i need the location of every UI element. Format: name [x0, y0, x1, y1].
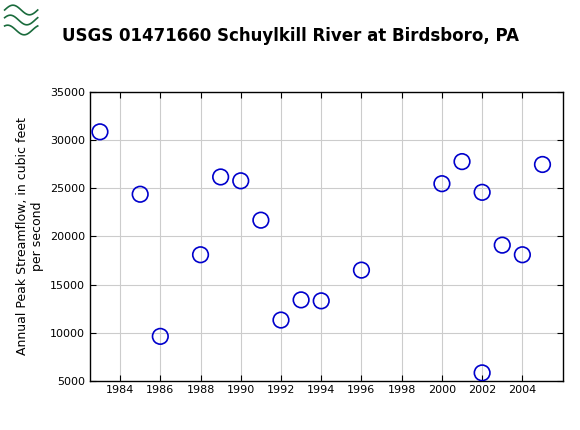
Point [317, 298, 326, 304]
Y-axis label: Annual Peak Streamflow, in cubic feet
per second: Annual Peak Streamflow, in cubic feet pe… [16, 117, 44, 356]
Point [458, 158, 467, 165]
Point [498, 242, 507, 249]
Point [196, 251, 205, 258]
Point [216, 174, 225, 181]
Point [95, 129, 104, 135]
Point [357, 267, 366, 273]
Point [538, 161, 547, 168]
Text: USGS 01471660 Schuylkill River at Birdsboro, PA: USGS 01471660 Schuylkill River at Birdsb… [61, 27, 519, 45]
Point [296, 296, 306, 303]
Text: USGS: USGS [49, 11, 104, 29]
Point [256, 217, 266, 224]
Point [518, 251, 527, 258]
Point [155, 333, 165, 340]
Point [477, 369, 487, 376]
FancyBboxPatch shape [3, 3, 70, 37]
Point [477, 189, 487, 196]
Point [437, 180, 447, 187]
Point [136, 191, 145, 198]
Point [276, 316, 285, 323]
Point [236, 177, 245, 184]
